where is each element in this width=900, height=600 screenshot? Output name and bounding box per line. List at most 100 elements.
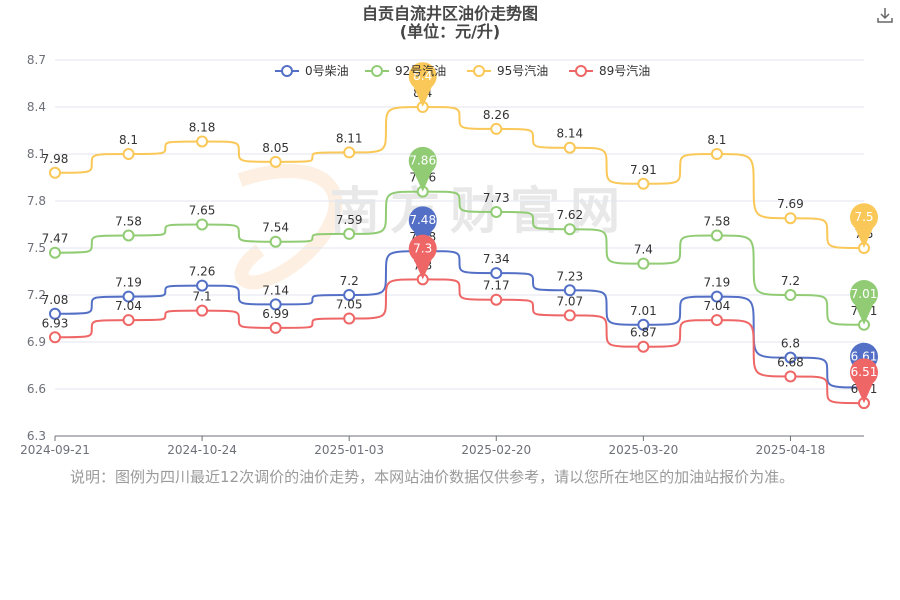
pin-marker[interactable]: 6.51 bbox=[850, 358, 878, 404]
pin-label: 7.5 bbox=[854, 210, 873, 224]
data-point[interactable] bbox=[49, 307, 61, 320]
data-point[interactable] bbox=[196, 304, 209, 317]
data-point[interactable] bbox=[490, 205, 503, 218]
data-label: 7.04 bbox=[115, 299, 142, 313]
data-point[interactable] bbox=[49, 331, 61, 344]
data-point[interactable] bbox=[637, 340, 650, 353]
legend: 0号柴油 92号汽油 95号汽油 89号汽油 bbox=[275, 63, 650, 78]
pin-shape bbox=[408, 146, 437, 192]
data-point[interactable] bbox=[637, 177, 650, 190]
data-point[interactable] bbox=[269, 321, 282, 334]
data-label: 8.1 bbox=[119, 133, 138, 147]
data-point[interactable] bbox=[563, 141, 576, 154]
data-label: 8.11 bbox=[336, 131, 363, 145]
data-label: 7.07 bbox=[556, 294, 583, 308]
y-tick-label: 6.6 bbox=[27, 382, 46, 396]
pin-label: 7.01 bbox=[851, 287, 878, 301]
data-point[interactable] bbox=[784, 212, 797, 225]
data-point[interactable] bbox=[196, 218, 209, 231]
data-point[interactable] bbox=[563, 223, 576, 236]
series-line-1 bbox=[54, 190, 865, 326]
data-label: 7.34 bbox=[483, 252, 510, 266]
data-point[interactable] bbox=[710, 290, 723, 303]
y-tick-label: 8.4 bbox=[27, 100, 46, 114]
series-line-2 bbox=[54, 105, 865, 249]
data-label: 6.99 bbox=[262, 307, 289, 321]
data-label: 7.62 bbox=[556, 208, 583, 222]
pin-marker[interactable]: 7.5 bbox=[850, 203, 878, 248]
pin-label: 7.86 bbox=[409, 154, 436, 168]
y-tick-label: 7.5 bbox=[27, 241, 46, 255]
data-point[interactable] bbox=[122, 229, 135, 242]
data-label: 8.14 bbox=[556, 127, 583, 141]
legend-item-0[interactable]: 0号柴油 bbox=[275, 64, 349, 78]
pin-marker[interactable]: 7.01 bbox=[850, 280, 878, 325]
legend-symbol bbox=[575, 65, 587, 77]
pin-label: 6.61 bbox=[851, 349, 878, 363]
legend-item-3[interactable]: 89号汽油 bbox=[569, 63, 650, 78]
pin-shape bbox=[850, 203, 878, 248]
pin-label: 7.3 bbox=[413, 241, 432, 255]
data-label: 7.54 bbox=[262, 221, 289, 235]
data-label: 8.26 bbox=[483, 108, 510, 122]
series-line-3 bbox=[54, 278, 865, 405]
data-label: 6.87 bbox=[630, 326, 657, 340]
data-label: 7.58 bbox=[115, 214, 142, 228]
data-label: 7.08 bbox=[42, 293, 69, 307]
data-point[interactable] bbox=[563, 309, 576, 322]
data-point[interactable] bbox=[490, 267, 503, 280]
y-tick-label: 8.7 bbox=[27, 53, 46, 67]
data-point[interactable] bbox=[710, 148, 723, 160]
data-point[interactable] bbox=[122, 148, 135, 160]
data-label: 7.69 bbox=[777, 197, 804, 211]
data-point[interactable] bbox=[563, 284, 576, 297]
data-label: 7.98 bbox=[42, 152, 69, 166]
data-label: 7.73 bbox=[483, 191, 510, 205]
data-point[interactable] bbox=[343, 227, 356, 240]
data-label: 7.1 bbox=[193, 290, 212, 304]
pin-marker[interactable]: 7.3 bbox=[408, 234, 437, 280]
data-point[interactable] bbox=[490, 293, 503, 306]
data-point[interactable] bbox=[637, 257, 650, 270]
data-point[interactable] bbox=[784, 351, 797, 364]
data-point[interactable] bbox=[49, 166, 61, 179]
data-point[interactable] bbox=[343, 146, 356, 159]
data-point[interactable] bbox=[490, 122, 503, 135]
data-point[interactable] bbox=[710, 229, 723, 242]
data-point[interactable] bbox=[269, 298, 282, 311]
data-label: 7.23 bbox=[556, 269, 583, 283]
data-point[interactable] bbox=[343, 289, 356, 301]
pin-marker[interactable]: 8.4 bbox=[408, 62, 437, 107]
data-label: 6.93 bbox=[42, 316, 69, 330]
data-point[interactable] bbox=[49, 246, 61, 259]
data-point[interactable] bbox=[196, 279, 209, 292]
pin-shape bbox=[408, 234, 437, 280]
data-label: 7.91 bbox=[630, 163, 657, 177]
data-point[interactable] bbox=[196, 135, 209, 148]
legend-label: 89号汽油 bbox=[599, 63, 650, 78]
data-point[interactable] bbox=[637, 318, 650, 331]
download-icon[interactable] bbox=[876, 6, 894, 24]
data-point[interactable] bbox=[122, 314, 135, 327]
legend-item-1[interactable]: 92号汽油 bbox=[365, 63, 446, 78]
data-label: 6.68 bbox=[777, 355, 804, 369]
data-point[interactable] bbox=[343, 312, 356, 325]
data-label: 7.01 bbox=[630, 304, 657, 318]
data-label: 7.17 bbox=[483, 279, 510, 293]
pin-marker[interactable]: 7.48 bbox=[408, 206, 437, 252]
data-point[interactable] bbox=[122, 290, 135, 303]
pin-shape bbox=[850, 358, 878, 404]
data-point[interactable] bbox=[784, 289, 797, 301]
data-point[interactable] bbox=[269, 235, 282, 248]
data-point[interactable] bbox=[269, 155, 282, 168]
x-tick-label: 2025-02-20 bbox=[461, 443, 531, 457]
x-tick-label: 2024-10-24 bbox=[167, 443, 237, 457]
data-point[interactable] bbox=[710, 314, 723, 327]
data-point[interactable] bbox=[784, 370, 797, 383]
pin-label: 6.51 bbox=[851, 365, 878, 379]
legend-item-2[interactable]: 95号汽油 bbox=[467, 63, 548, 78]
y-tick-label: 7.2 bbox=[27, 288, 46, 302]
pin-marker[interactable]: 7.86 bbox=[408, 146, 437, 192]
pin-markers: 7.48 7.86 8.4 7.3 6.61 7.01 7.5 6.51 bbox=[408, 62, 878, 404]
